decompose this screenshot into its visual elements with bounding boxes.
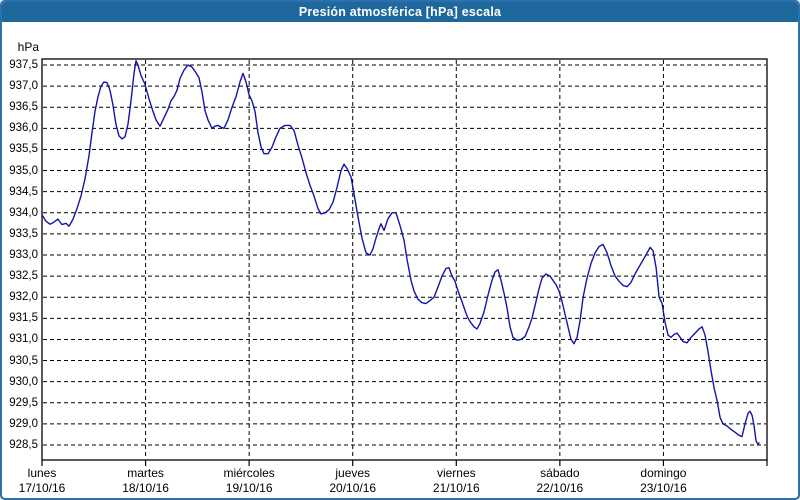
plot-frame	[41, 58, 768, 461]
title-bar: Presión atmosférica [hPa] escala	[2, 2, 798, 22]
y-tick-label: 936,5	[9, 101, 38, 114]
x-day-name-label: jueves	[335, 466, 371, 480]
y-tick-label: 934,5	[9, 185, 38, 198]
y-tick-label: 933,0	[9, 249, 38, 261]
y-tick-label: 930,0	[9, 375, 38, 388]
x-day-name-label: domingo	[640, 466, 687, 480]
x-day-name-label: lunes	[27, 466, 57, 480]
x-day-date-label: 17/10/16	[18, 481, 66, 495]
x-day-date-label: 21/10/16	[432, 481, 480, 495]
x-day-name-label: viernes	[436, 466, 476, 480]
y-tick-label: 932,0	[9, 291, 38, 304]
chart-title: Presión atmosférica [hPa] escala	[298, 5, 502, 19]
x-day-name-label: sábado	[540, 466, 580, 480]
x-day-name-label: martes	[127, 466, 164, 480]
x-day-date-label: 19/10/16	[225, 481, 273, 495]
x-day-name-label: miércoles	[223, 466, 275, 480]
y-tick-label: 934,0	[9, 206, 38, 219]
y-tick-label: 928,5	[9, 439, 38, 451]
pressure-line	[41, 60, 760, 445]
y-tick-label: 929,5	[9, 396, 38, 409]
x-day-date-label: 18/10/16	[122, 481, 169, 495]
y-tick-label: 932,5	[9, 270, 38, 283]
y-tick-label: 935,0	[9, 164, 38, 177]
x-day-date-label: 23/10/16	[640, 481, 687, 495]
x-day-date-label: 22/10/16	[536, 481, 584, 495]
y-tick-label: 931,0	[9, 333, 38, 346]
y-tick-label: 931,5	[9, 312, 38, 325]
y-tick-label: 930,5	[9, 354, 38, 367]
y-tick-label: 936,0	[9, 122, 38, 135]
y-axis-unit-label: hPa	[17, 40, 39, 54]
y-tick-label: 937,0	[9, 80, 38, 93]
y-tick-label: 929,0	[9, 417, 38, 430]
y-tick-label: 935,5	[9, 143, 38, 156]
x-day-date-label: 20/10/16	[329, 481, 377, 495]
y-tick-label: 933,5	[9, 227, 38, 240]
y-tick-label: 937,5	[9, 59, 38, 71]
